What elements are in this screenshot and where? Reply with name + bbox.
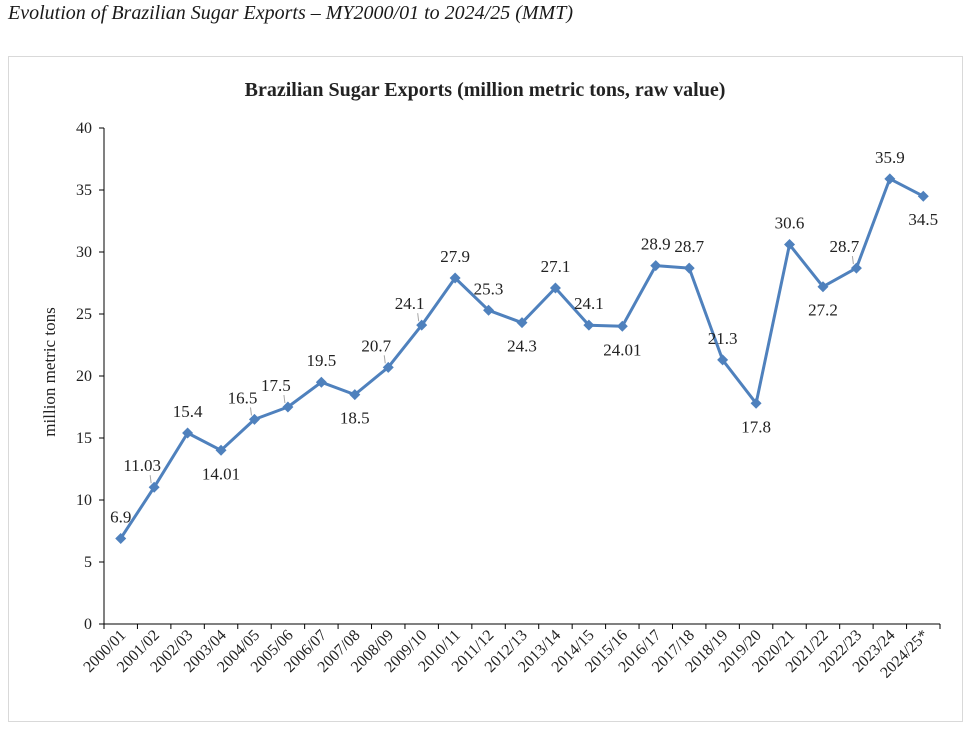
- data-point: [616, 320, 628, 332]
- y-tick-label: 30: [76, 244, 92, 261]
- data-label: 35.9: [875, 148, 905, 167]
- data-label: 15.4: [173, 402, 203, 421]
- data-point: [850, 262, 862, 274]
- y-tick-label: 10: [76, 492, 92, 509]
- series-line: [119, 177, 924, 540]
- data-label: 27.9: [440, 247, 470, 266]
- data-point: [248, 413, 260, 425]
- data-point: [650, 260, 662, 272]
- y-tick-label: 40: [76, 120, 92, 137]
- data-label: 14.01: [202, 464, 240, 483]
- leader-line: [283, 394, 286, 404]
- data-point: [182, 427, 194, 439]
- data-label: 25.3: [474, 279, 504, 298]
- data-point: [215, 444, 227, 456]
- data-labels: 6.9 11.03 15.4 14.01 16.517.5 19.5 18.5 20.7 24.…: [110, 148, 938, 527]
- figure-caption: Evolution of Brazilian Sugar Exports – M…: [8, 2, 573, 24]
- data-point: [315, 376, 327, 388]
- data-label: 34.5: [908, 210, 938, 229]
- data-point: [115, 532, 127, 544]
- leader-line: [851, 256, 854, 265]
- data-label: 24.1: [395, 294, 425, 313]
- data-point: [483, 304, 495, 316]
- data-point: [683, 262, 695, 274]
- y-tick-label: 5: [84, 554, 92, 571]
- data-label: 27.2: [808, 301, 838, 320]
- data-label: 24.01: [603, 340, 641, 359]
- data-label: 30.6: [775, 214, 805, 233]
- leader-line: [417, 313, 420, 322]
- data-point: [917, 190, 929, 202]
- data-label: 24.1: [574, 294, 604, 313]
- chart-frame: Brazilian Sugar Exports (million metric …: [8, 56, 963, 722]
- data-point: [717, 354, 729, 366]
- line-chart: Brazilian Sugar Exports (million metric …: [40, 79, 941, 682]
- data-point: [349, 389, 361, 401]
- y-axis-title: million metric tons: [40, 307, 59, 436]
- leader-lines: [149, 256, 854, 484]
- data-point: [282, 401, 294, 413]
- data-point: [817, 281, 829, 293]
- data-label: 18.5: [340, 409, 370, 428]
- data-label: 28.7: [674, 237, 704, 256]
- data-point: [583, 319, 595, 331]
- data-point: [784, 239, 796, 251]
- data-label: 24.3: [507, 337, 537, 356]
- y-tick-label: 35: [76, 182, 92, 199]
- data-point: [884, 173, 896, 185]
- data-label: 11.03: [123, 456, 161, 475]
- data-point: [148, 481, 160, 493]
- chart-title: Brazilian Sugar Exports (million metric …: [245, 79, 726, 101]
- y-tick-label: 15: [76, 430, 92, 447]
- data-markers: [115, 173, 929, 544]
- leader-line: [249, 407, 252, 416]
- leader-line: [149, 475, 152, 484]
- data-point: [549, 282, 561, 294]
- axes: 05101520253035402000/012001/022002/03200…: [76, 120, 941, 682]
- data-label: 21.3: [708, 329, 738, 348]
- data-label: 28.9: [641, 235, 671, 254]
- data-point: [382, 361, 394, 373]
- data-label: 19.5: [306, 351, 336, 370]
- data-label: 16.5: [228, 388, 258, 407]
- y-tick-label: 20: [76, 368, 92, 385]
- data-label: 27.1: [541, 257, 571, 276]
- series-line-path: [119, 177, 924, 540]
- data-point: [449, 272, 461, 284]
- leader-line: [383, 355, 386, 364]
- y-tick-label: 0: [84, 616, 92, 633]
- data-label: 6.9: [110, 507, 131, 526]
- data-point: [416, 319, 428, 331]
- data-label: 28.7: [830, 237, 860, 256]
- data-point: [516, 317, 528, 329]
- y-tick-label: 25: [76, 306, 92, 323]
- data-label: 17.5: [261, 376, 291, 395]
- data-label: 20.7: [361, 336, 391, 355]
- data-point: [750, 397, 762, 409]
- data-label: 17.8: [741, 417, 771, 436]
